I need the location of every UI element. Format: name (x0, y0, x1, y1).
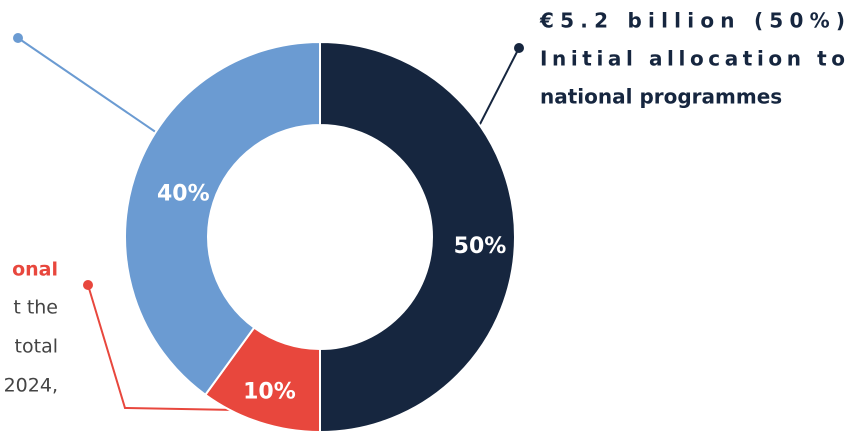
annotation-heading: onal (12, 259, 58, 281)
leader-line (477, 47, 520, 129)
annotation-text: Initial allocation to (540, 47, 845, 71)
data-label: 10% (243, 379, 296, 404)
leader-dot (514, 43, 524, 53)
donut-slice (319, 40, 516, 432)
data-label: 40% (157, 181, 210, 206)
leader-dot (83, 280, 93, 290)
annotation-text: national programmes (540, 85, 782, 109)
leader-dot (13, 33, 23, 43)
leader-line (87, 284, 237, 411)
donut-slice (124, 40, 321, 397)
annotation-text: total (15, 336, 58, 358)
annotation-text: €5.2 billion (50%) (539, 9, 845, 33)
data-label: 50% (454, 234, 507, 259)
annotation-text: t the (13, 297, 58, 319)
leader-line (17, 37, 161, 136)
annotation-text: 2024, (4, 375, 58, 397)
